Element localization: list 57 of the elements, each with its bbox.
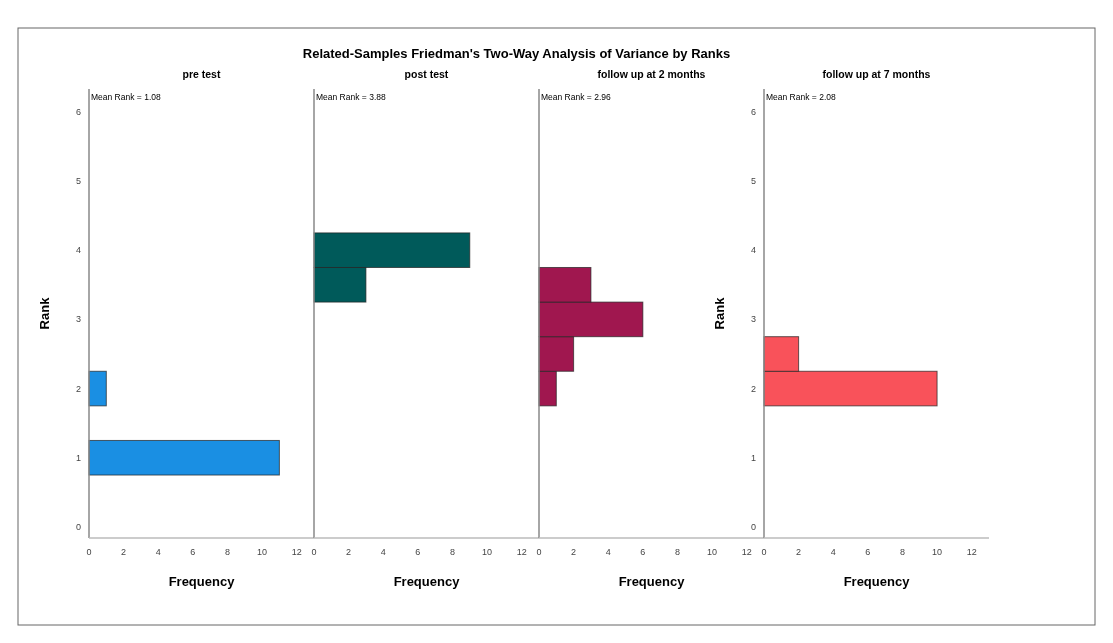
chart-title: Related-Samples Friedman's Two-Way Analysis of Variance by Ranks	[302, 46, 731, 61]
y-tick-label: 4	[750, 245, 756, 256]
annotation: Mean Rank = 1.08	[91, 92, 161, 102]
x-tick-label: 6	[640, 547, 646, 557]
x-tick-label: 4	[605, 547, 611, 557]
y-tick-label: 0	[75, 521, 81, 532]
chart-subtitle: post test	[404, 68, 449, 80]
y-tick-label: 2	[75, 383, 81, 394]
x-tick-label: 8	[674, 547, 680, 557]
x-tick-label: 12	[291, 547, 302, 557]
annotation: Mean Rank = 2.96	[541, 92, 611, 102]
chart-subtitle: follow up at 7 months	[822, 68, 931, 80]
x-tick-label: 8	[899, 547, 905, 557]
x-tick-label: 0	[761, 547, 767, 557]
y-tick-label: 3	[750, 314, 756, 325]
x-tick-label: 4	[155, 547, 161, 557]
y-tick-label: 6	[75, 106, 81, 117]
chart-subtitle: follow up at 2 months	[597, 68, 706, 80]
x-axis-title: Frequency	[843, 574, 911, 589]
annotation: Mean Rank = 2.08	[766, 92, 836, 102]
x-tick-label: 10	[257, 547, 268, 557]
x-tick-label: 4	[830, 547, 836, 557]
x-tick-label: 0	[536, 547, 542, 557]
y-axis-title: Rank	[37, 296, 52, 330]
y-axis-title: Rank	[712, 296, 727, 330]
x-tick-label: 10	[482, 547, 493, 557]
y-tick-label: 5	[750, 176, 756, 187]
x-tick-label: 8	[224, 547, 230, 557]
y-tick-label: 5	[75, 176, 81, 187]
x-tick-label: 8	[449, 547, 455, 557]
x-tick-label: 0	[311, 547, 317, 557]
y-tick-label: 0	[750, 521, 756, 532]
y-tick-label: 4	[75, 245, 81, 256]
x-tick-label: 12	[966, 547, 977, 557]
x-axis-title: Frequency	[393, 574, 461, 589]
x-tick-label: 12	[516, 547, 527, 557]
chart-subtitle: pre test	[182, 68, 221, 80]
x-tick-label: 6	[190, 547, 196, 557]
x-axis-title: Frequency	[618, 574, 686, 589]
x-tick-label: 2	[571, 547, 577, 557]
y-tick-label: 6	[750, 106, 756, 117]
x-tick-label: 10	[707, 547, 718, 557]
y-tick-label: 3	[75, 314, 81, 325]
x-tick-label: 4	[380, 547, 386, 557]
x-tick-label: 2	[796, 547, 802, 557]
x-tick-label: 2	[121, 547, 127, 557]
x-tick-label: 10	[932, 547, 943, 557]
y-tick-label: 2	[750, 383, 756, 394]
x-tick-label: 0	[86, 547, 92, 557]
x-axis-title: Frequency	[168, 574, 236, 589]
x-tick-label: 2	[346, 547, 352, 557]
x-tick-label: 12	[741, 547, 752, 557]
x-tick-label: 6	[865, 547, 871, 557]
x-tick-label: 6	[415, 547, 421, 557]
y-tick-label: 1	[75, 452, 81, 463]
annotation: Mean Rank = 3.88	[316, 92, 386, 102]
y-tick-label: 1	[750, 452, 756, 463]
